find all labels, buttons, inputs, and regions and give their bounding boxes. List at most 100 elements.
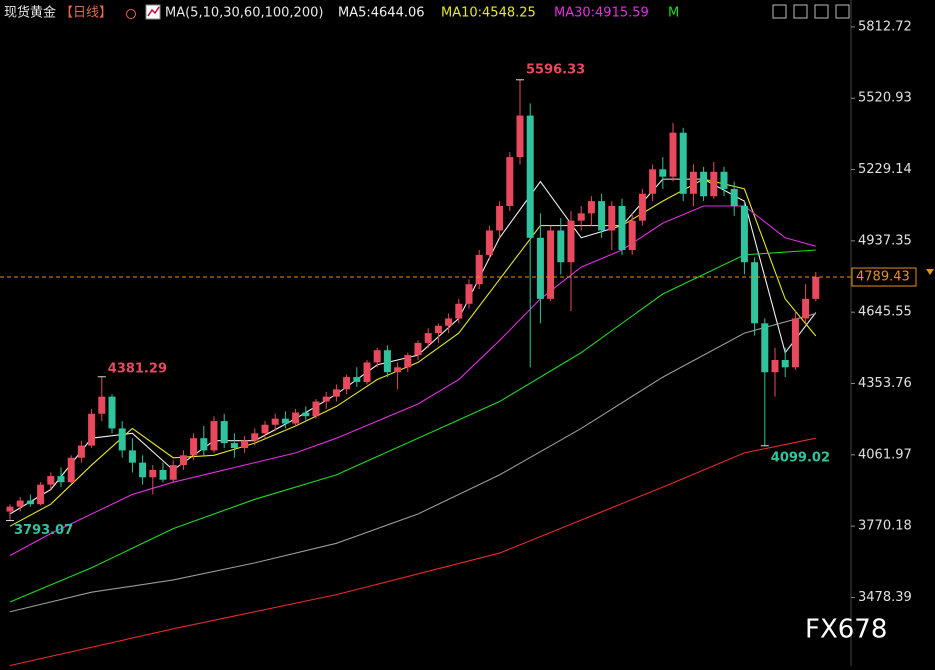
y-tick-label: 4061.97 xyxy=(858,447,912,462)
candle-body xyxy=(383,350,391,373)
candle-body xyxy=(404,355,412,368)
candle-body xyxy=(465,284,473,304)
candle-body xyxy=(139,462,147,478)
candle-body xyxy=(740,206,748,263)
candle-body xyxy=(343,377,351,390)
ma-line xyxy=(9,313,816,613)
title: 现货黄金 xyxy=(4,5,56,21)
candle-body xyxy=(659,169,667,177)
candle-body xyxy=(598,201,606,231)
candle-body xyxy=(251,433,259,441)
candle-body xyxy=(587,201,595,214)
candle-body xyxy=(445,318,453,326)
watermark: FX678 xyxy=(805,615,887,645)
tool-button[interactable] xyxy=(835,4,850,19)
candle-body xyxy=(67,457,75,483)
y-tick-label: 5520.93 xyxy=(858,91,912,106)
candle-body xyxy=(281,418,289,424)
candle-body xyxy=(567,220,575,263)
candle-body xyxy=(47,476,55,485)
candle-body xyxy=(98,396,106,414)
y-tick-label: 4645.55 xyxy=(858,305,912,320)
candle-body xyxy=(394,367,402,373)
candle-body xyxy=(179,455,187,466)
candle-body xyxy=(261,424,269,434)
candle-body xyxy=(118,428,126,451)
candle-body xyxy=(26,500,34,505)
candle-body xyxy=(608,206,616,231)
candle-body xyxy=(434,325,442,334)
candle-body xyxy=(761,323,769,373)
candle-body xyxy=(210,421,218,451)
candle-body xyxy=(241,440,249,448)
y-tick-label: 5812.72 xyxy=(858,19,912,34)
candle-body xyxy=(88,413,96,446)
candle-body xyxy=(353,377,361,382)
candle-body xyxy=(332,389,340,397)
candle-body xyxy=(312,401,320,417)
candle-body xyxy=(190,438,198,456)
period: 【日线】 xyxy=(60,6,112,21)
ma-line xyxy=(9,205,816,557)
y-tick-label: 3770.18 xyxy=(858,519,912,534)
candle-body xyxy=(322,396,330,402)
y-tick-label: 3478.39 xyxy=(858,590,912,605)
candle-body xyxy=(781,359,789,368)
candle-body xyxy=(720,171,728,189)
indicator: MA(5,10,30,60,100,200) xyxy=(165,6,323,21)
candle-body xyxy=(669,132,677,177)
candle-body xyxy=(516,115,524,158)
candle-body xyxy=(159,469,167,480)
tool-button[interactable] xyxy=(814,4,829,19)
legend-entry: MA30:4915.59 xyxy=(554,6,649,21)
candle-body xyxy=(700,171,708,197)
candle-body xyxy=(6,506,14,512)
candle-body xyxy=(679,132,687,194)
ma-line xyxy=(9,249,816,603)
candle-body xyxy=(618,206,626,250)
candle-body xyxy=(751,262,759,324)
extreme-label: 5596.33 xyxy=(526,62,585,77)
candle-body xyxy=(506,157,514,207)
candle-body xyxy=(424,333,432,343)
candle-body xyxy=(200,438,208,451)
extreme-label: 3793.07 xyxy=(14,523,73,538)
extreme-label: 4381.29 xyxy=(108,361,167,376)
add-icon[interactable] xyxy=(126,9,136,19)
candle-body xyxy=(302,412,310,417)
last-price-marker xyxy=(926,269,934,276)
extreme-label: 4099.02 xyxy=(771,450,830,465)
candle-body xyxy=(414,342,422,356)
candle-body xyxy=(536,237,544,299)
candle-body xyxy=(577,213,585,221)
tool-button[interactable] xyxy=(772,4,787,19)
candle-body xyxy=(812,277,820,299)
indicator-icon-line xyxy=(147,6,160,17)
candle-body xyxy=(455,303,463,319)
candle-body xyxy=(149,469,157,478)
ma-line xyxy=(9,437,816,667)
y-tick-label: 4353.76 xyxy=(858,376,912,391)
legend-entry: M xyxy=(668,6,679,21)
candle-body xyxy=(710,171,718,197)
legend-entry: MA10:4548.25 xyxy=(441,6,536,21)
candle-body xyxy=(791,318,799,368)
candle-body xyxy=(649,169,657,194)
candle-body xyxy=(557,230,565,263)
header: 现货黄金 【日线】 MA(5,10,30,60,100,200) MA5:464… xyxy=(4,4,679,21)
candle-body xyxy=(271,418,279,425)
candle-body xyxy=(771,359,779,373)
candle-body xyxy=(547,230,555,299)
candle-body xyxy=(638,193,646,221)
toolbar xyxy=(772,4,850,19)
candle-body xyxy=(496,206,504,231)
candle-body xyxy=(77,445,85,458)
tool-button[interactable] xyxy=(793,4,808,19)
last-price-label: 4789.43 xyxy=(856,270,910,285)
candle-body xyxy=(292,412,300,424)
candle-body xyxy=(802,298,810,319)
candle-body xyxy=(57,476,65,483)
